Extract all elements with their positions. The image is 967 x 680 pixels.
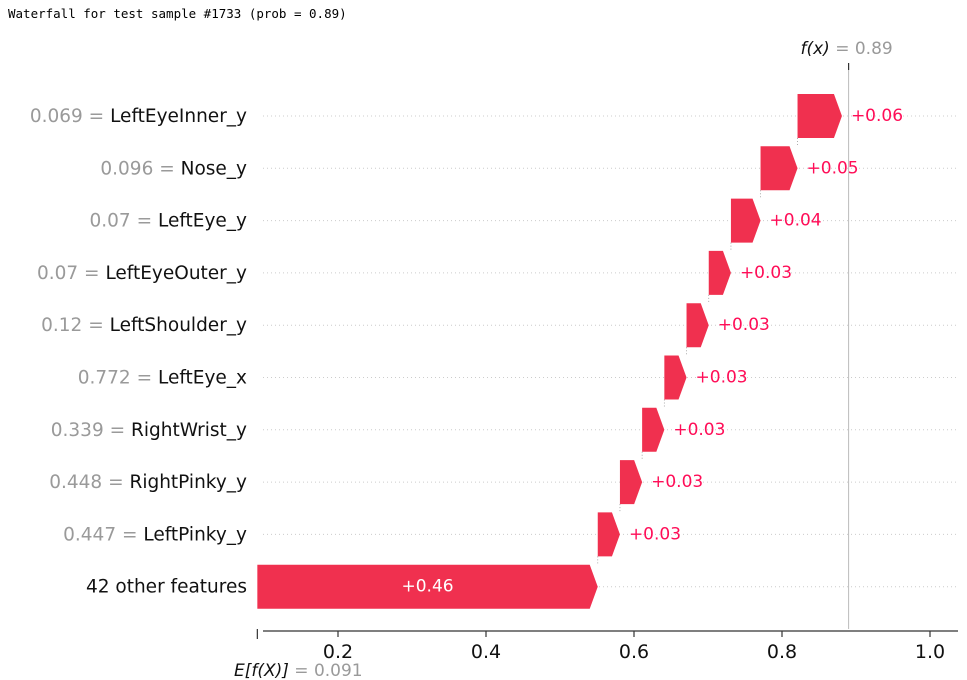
contribution-label: +0.03: [673, 420, 725, 440]
base-label: E[f(X)]: [234, 661, 289, 680]
contribution-label: +0.05: [807, 158, 859, 178]
waterfall-bar: [642, 407, 665, 452]
feature-value: 0.12 =: [41, 315, 109, 336]
feature-label: 0.447 = LeftPinky_y: [63, 524, 247, 545]
feature-name: LeftEyeInner_y: [110, 106, 247, 127]
contribution-label: +0.03: [651, 472, 703, 492]
feature-label: 0.448 = RightPinky_y: [49, 472, 247, 493]
feature-label: 0.096 = Nose_y: [100, 158, 247, 179]
feature-label: 0.772 = LeftEye_x: [78, 367, 247, 388]
feature-label: 42 other features: [86, 576, 247, 597]
chart-caption: Waterfall for test sample #1733 (prob = …: [8, 6, 347, 21]
waterfall-bar: [730, 198, 761, 243]
feature-name: LeftEye_x: [158, 367, 247, 388]
waterfall-bar: [619, 460, 643, 505]
feature-label: 0.12 = LeftShoulder_y: [41, 315, 247, 336]
feature-label: 0.07 = LeftEye_y: [90, 210, 248, 231]
feature-value: 0.069 =: [30, 106, 110, 127]
contribution-label: +0.03: [696, 368, 748, 388]
feature-name: RightPinky_y: [129, 472, 247, 493]
feature-label: 0.339 = RightWrist_y: [51, 419, 247, 440]
contribution-label: +0.03: [718, 315, 770, 335]
feature-value: 0.772 =: [78, 367, 158, 388]
waterfall-bar: [597, 512, 620, 557]
x-tick-label: 0.4: [471, 641, 501, 663]
waterfall-bar: [257, 564, 598, 609]
contribution-label: +0.03: [740, 263, 792, 283]
base-value-label: E[f(X)] = 0.091: [234, 661, 363, 680]
feature-label: 0.07 = LeftEyeOuter_y: [37, 262, 247, 283]
contribution-label: +0.06: [851, 106, 903, 126]
base-value: = 0.091: [289, 661, 363, 680]
feature-value: 0.339 =: [51, 419, 131, 440]
feature-name: RightWrist_y: [131, 419, 247, 440]
waterfall-bar: [708, 250, 731, 295]
contribution-label: +0.46: [401, 577, 453, 597]
feature-value: 0.096 =: [100, 158, 180, 179]
feature-label: 0.069 = LeftEyeInner_y: [30, 106, 247, 127]
feature-name: LeftEyeOuter_y: [105, 262, 247, 283]
feature-value: 0.448 =: [49, 472, 129, 493]
output-value: = 0.89: [830, 39, 893, 59]
waterfall-bar: [686, 303, 709, 348]
waterfall-bar: [664, 355, 687, 400]
feature-name: LeftEye_y: [158, 210, 247, 231]
x-tick-label: 0.8: [767, 641, 797, 663]
waterfall-bar: [797, 94, 842, 138]
feature-value: 0.447 =: [63, 524, 143, 545]
feature-value: 0.07 =: [90, 210, 158, 231]
feature-name: LeftPinky_y: [143, 524, 247, 545]
waterfall-bar: [760, 146, 798, 191]
x-tick-label: 1.0: [915, 641, 945, 663]
feature-name: 42 other features: [86, 576, 247, 597]
output-label: f(x): [800, 39, 829, 59]
output-value-label: f(x) = 0.89: [800, 39, 892, 59]
contribution-label: +0.04: [770, 211, 822, 231]
x-tick-label: 0.6: [619, 641, 649, 663]
feature-value: 0.07 =: [37, 262, 105, 283]
x-tick-label: 0.2: [323, 641, 353, 663]
contribution-label: +0.03: [629, 524, 681, 544]
feature-name: Nose_y: [181, 158, 247, 179]
feature-name: LeftShoulder_y: [110, 315, 247, 336]
